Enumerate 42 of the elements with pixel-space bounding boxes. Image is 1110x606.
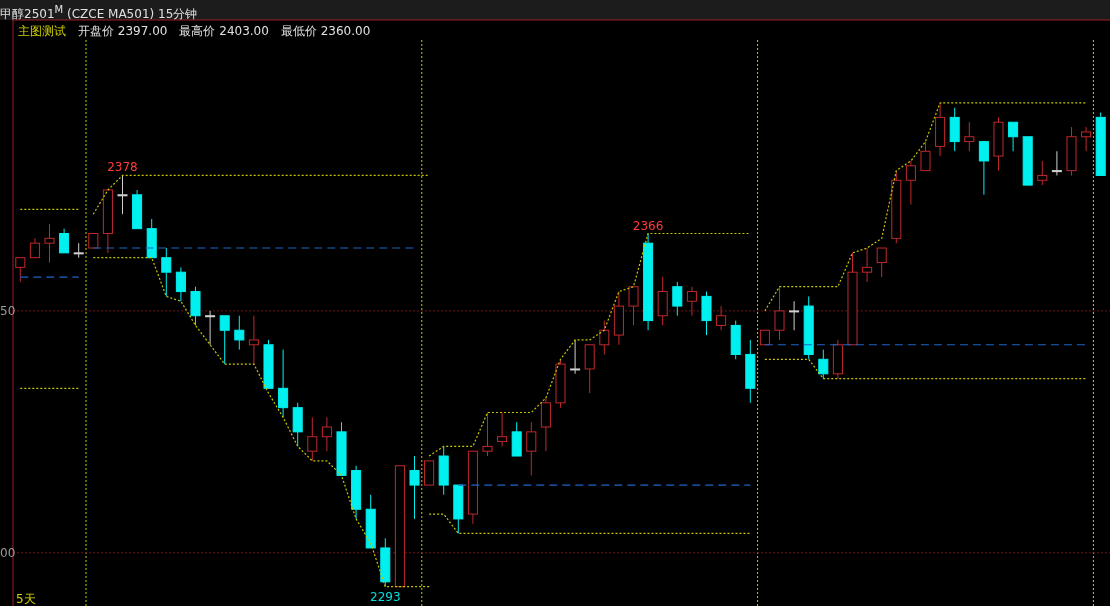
text: 5天 xyxy=(16,592,36,606)
candlestick xyxy=(205,310,216,346)
candlestick xyxy=(540,397,551,452)
candlestick xyxy=(234,315,245,351)
candlestick xyxy=(745,339,756,404)
candlestick xyxy=(643,233,654,331)
candlestick xyxy=(175,266,186,302)
candlestick xyxy=(117,174,128,215)
candlestick xyxy=(993,116,1004,172)
candlestick xyxy=(949,107,960,152)
candlestick xyxy=(935,102,946,157)
candlestick xyxy=(351,465,362,520)
candlestick xyxy=(409,455,420,520)
annotation: 2366 xyxy=(632,218,664,233)
chart-subtitle: 主图测试 开盘价 2397.00 最高价 2403.00 最低价 2360.00 xyxy=(18,24,371,38)
candlestick xyxy=(716,305,727,331)
candlestick xyxy=(526,421,537,476)
candlestick xyxy=(497,412,508,447)
candlestick xyxy=(1081,126,1092,152)
candlestick xyxy=(321,416,332,452)
candlestick xyxy=(832,339,843,380)
candlestick xyxy=(657,276,668,326)
candlestick xyxy=(44,223,55,264)
candlestick xyxy=(599,320,610,355)
candlestick xyxy=(307,416,318,462)
candlestick xyxy=(161,247,172,297)
candlestick xyxy=(964,121,975,152)
chart-title: 甲醇2501$^{M}$ (CZCE MA501) 15分钟 xyxy=(0,0,1110,21)
annotation: 50 xyxy=(0,303,16,318)
candlestick xyxy=(789,300,800,331)
candlestick xyxy=(862,247,873,283)
candlestick xyxy=(905,160,916,205)
candlestick xyxy=(774,286,785,341)
candlestick xyxy=(613,291,624,346)
annotation: 2378 xyxy=(107,160,138,175)
candlestick xyxy=(248,315,259,365)
annotation: 2293 xyxy=(370,589,401,604)
candlestick xyxy=(1051,150,1062,176)
candlestick xyxy=(278,349,289,418)
candlestick xyxy=(570,339,581,375)
candlestick xyxy=(686,286,697,317)
annotation: 00 xyxy=(0,545,16,560)
